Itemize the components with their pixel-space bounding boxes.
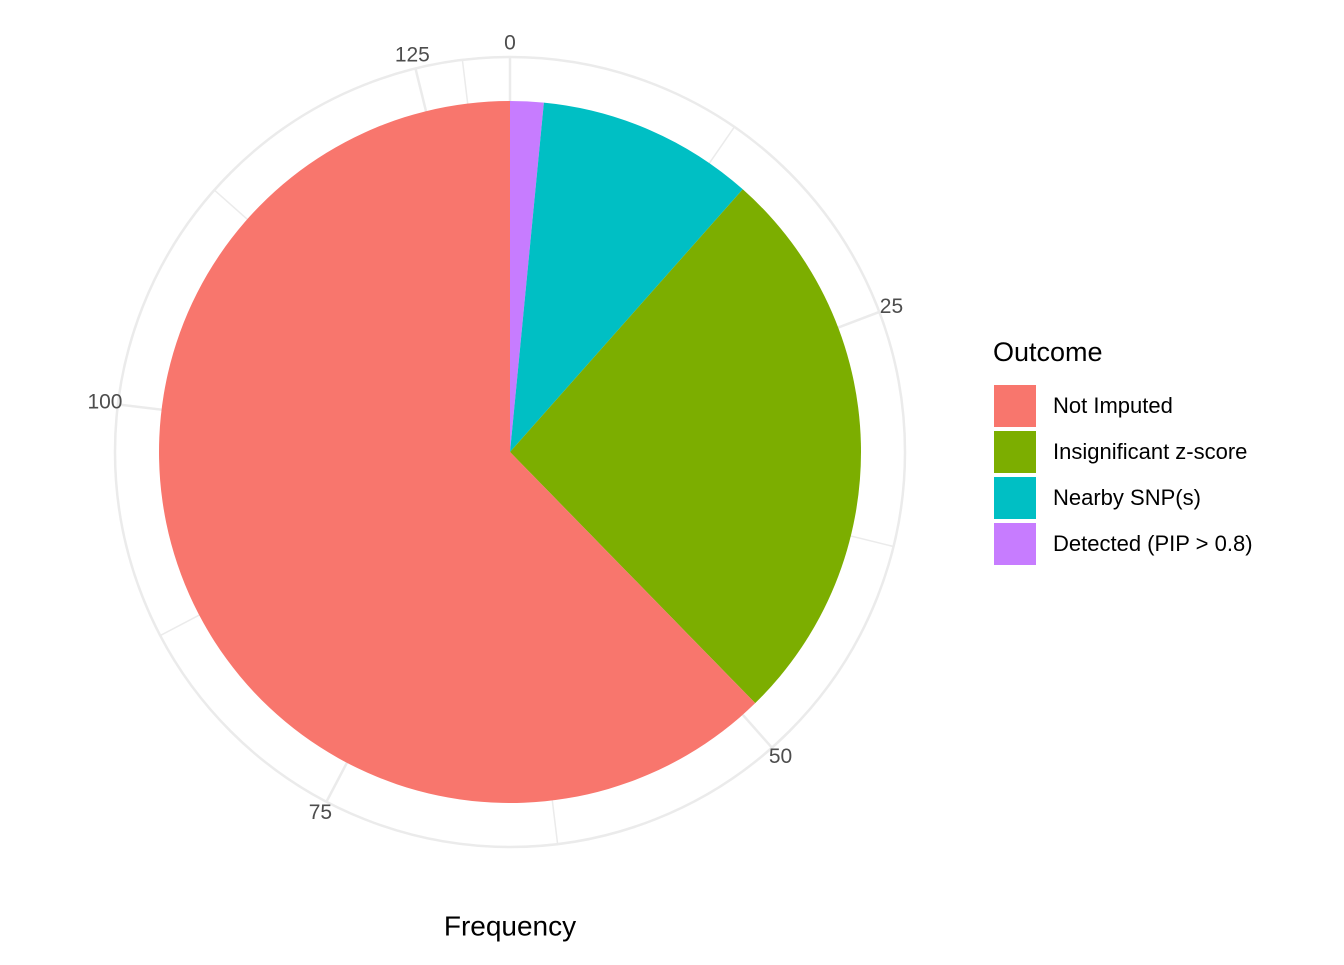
pie-slice xyxy=(158,101,756,803)
tick-label: 125 xyxy=(395,43,430,66)
legend-label: Detected (PIP > 0.8) xyxy=(1053,531,1253,556)
tick-label: 100 xyxy=(87,390,122,413)
legend-title: Outcome xyxy=(993,337,1103,367)
pie-slice xyxy=(510,189,862,704)
legend-label: Insignificant z-score xyxy=(1053,439,1247,464)
legend-label: Nearby SNP(s) xyxy=(1053,485,1201,510)
legend-key xyxy=(994,477,1036,519)
tick-label: 50 xyxy=(769,745,792,768)
tick-label: 0 xyxy=(504,32,516,55)
pie-slice xyxy=(510,101,544,452)
legend-key xyxy=(994,523,1036,565)
pie-slice xyxy=(510,102,743,452)
tick-label: 75 xyxy=(309,801,332,824)
tick-label: 25 xyxy=(880,295,903,318)
legend-key xyxy=(994,385,1036,427)
legend-label: Not Imputed xyxy=(1053,393,1173,418)
legend-key xyxy=(994,431,1036,473)
x-axis-title: Frequency xyxy=(444,910,576,941)
